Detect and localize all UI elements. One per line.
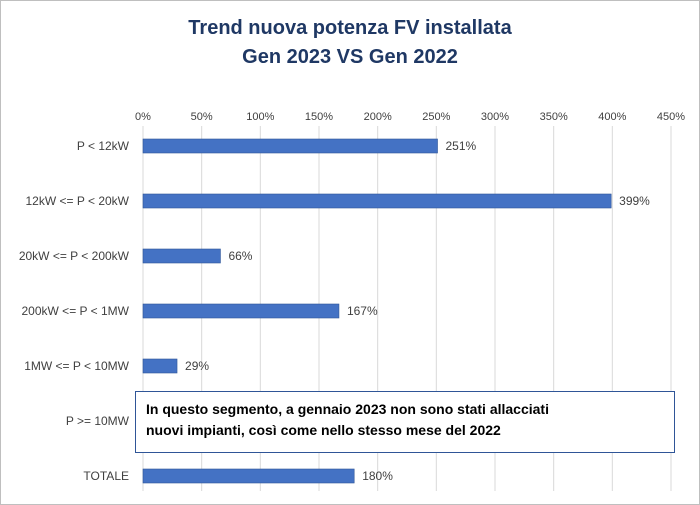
x-tick-label: 100% xyxy=(246,111,274,123)
x-tick-label: 350% xyxy=(540,111,568,123)
x-tick-label: 0% xyxy=(135,111,151,123)
x-axis-tick-labels: 0% 50% 100% 150% 200% 250% 300% 350% 400% 450% xyxy=(135,111,685,123)
bar xyxy=(142,193,612,209)
bar xyxy=(142,468,355,484)
bar xyxy=(142,303,340,319)
chart-title-line-2: Gen 2023 VS Gen 2022 xyxy=(242,46,458,68)
category-label: 20kW <= P < 200kW xyxy=(19,249,130,263)
x-tick-label: 150% xyxy=(305,111,333,123)
chart-title: Trend nuova potenza FV installata Gen 20… xyxy=(188,17,512,68)
category-label: P >= 10MW xyxy=(66,414,130,428)
annotation-line-1: In questo segmento, a gennaio 2023 non s… xyxy=(146,401,549,417)
data-label: 66% xyxy=(228,249,252,263)
category-label: 1MW <= P < 10MW xyxy=(24,359,129,373)
data-labels: 251% 399% 66% 167% 29% 180% xyxy=(185,139,650,483)
x-tick-label: 300% xyxy=(481,111,509,123)
category-label: 12kW <= P < 20kW xyxy=(26,194,130,208)
annotation-line-2: nuovi impianti, così come nello stesso m… xyxy=(146,422,501,438)
category-label: P < 12kW xyxy=(77,139,130,153)
bars xyxy=(142,138,612,484)
category-label: 200kW <= P < 1MW xyxy=(22,304,130,318)
x-tick-label: 200% xyxy=(364,111,392,123)
bar xyxy=(142,248,221,264)
x-tick-label: 250% xyxy=(422,111,450,123)
annotation-box: In questo segmento, a gennaio 2023 non s… xyxy=(135,391,675,453)
data-label: 399% xyxy=(619,194,650,208)
category-label: TOTALE xyxy=(83,469,129,483)
data-label: 180% xyxy=(362,469,393,483)
x-tick-label: 450% xyxy=(657,111,685,123)
data-label: 167% xyxy=(347,304,378,318)
bar xyxy=(142,358,178,374)
x-tick-label: 400% xyxy=(598,111,626,123)
data-label: 29% xyxy=(185,359,209,373)
x-tick-label: 50% xyxy=(191,111,213,123)
category-labels: P < 12kW 12kW <= P < 20kW 20kW <= P < 200k… xyxy=(19,139,130,483)
data-label: 251% xyxy=(446,139,477,153)
bar xyxy=(142,138,438,154)
chart-title-line-1: Trend nuova potenza FV installata xyxy=(188,17,512,39)
